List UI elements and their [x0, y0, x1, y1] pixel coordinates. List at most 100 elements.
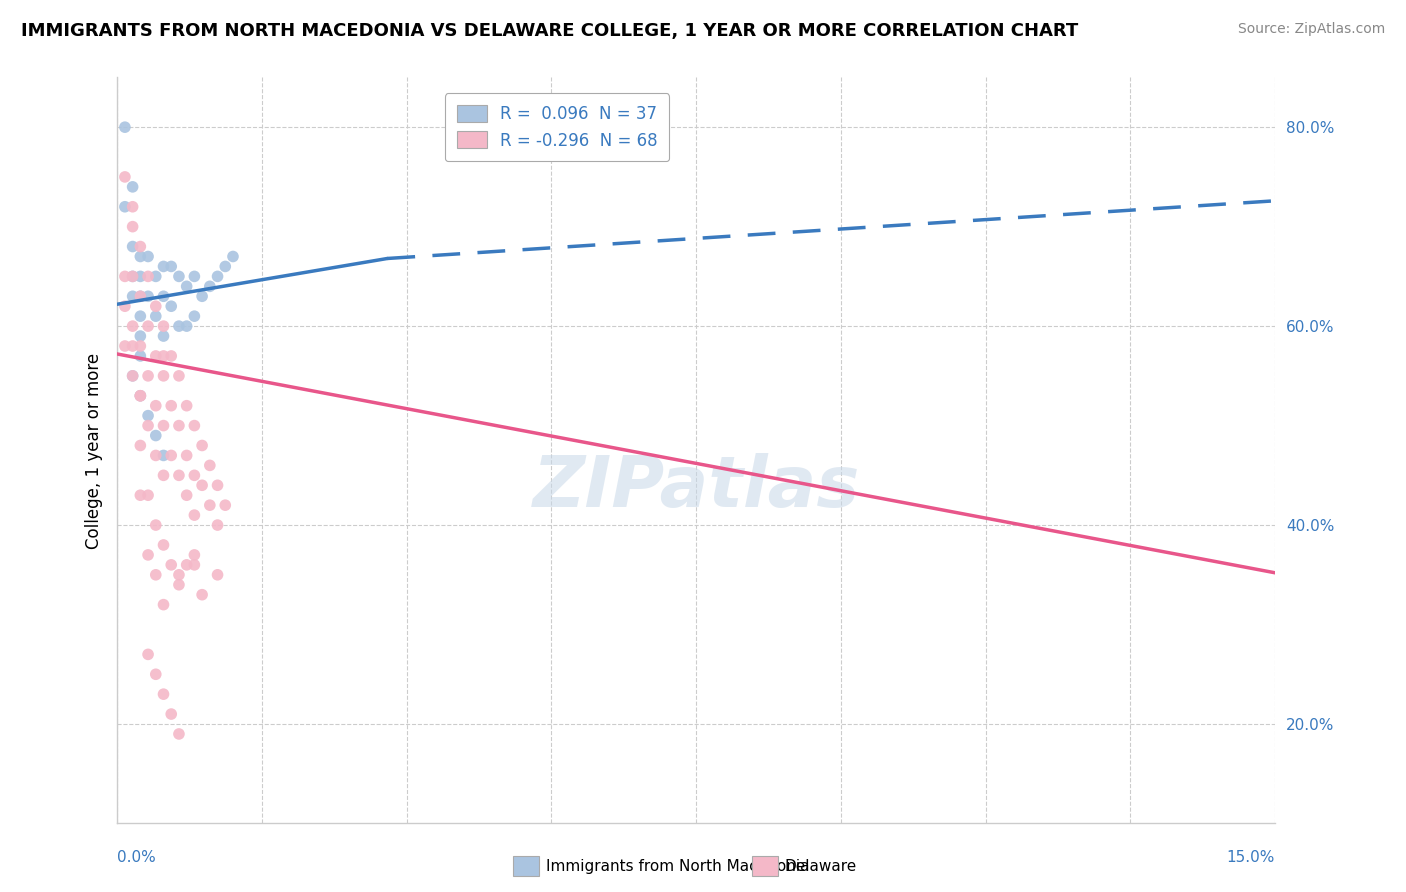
Point — [145, 428, 167, 442]
Point — [176, 488, 198, 502]
Point — [152, 598, 174, 612]
Point — [222, 250, 245, 264]
Point — [129, 488, 152, 502]
Point — [129, 289, 152, 303]
Point — [121, 239, 143, 253]
Point — [167, 468, 190, 483]
Point — [136, 269, 159, 284]
Point — [198, 279, 221, 293]
Point — [176, 319, 198, 334]
Point — [114, 169, 136, 184]
Point — [152, 329, 174, 343]
Point — [207, 518, 229, 533]
Point — [129, 269, 152, 284]
Point — [183, 508, 205, 522]
Point — [145, 567, 167, 582]
Point — [176, 279, 198, 293]
Text: Source: ZipAtlas.com: Source: ZipAtlas.com — [1237, 22, 1385, 37]
Point — [160, 399, 183, 413]
Point — [129, 339, 152, 353]
Point — [121, 319, 143, 334]
Point — [136, 418, 159, 433]
Point — [136, 319, 159, 334]
Point — [136, 250, 159, 264]
Point — [160, 558, 183, 572]
Point — [176, 558, 198, 572]
Point — [129, 239, 152, 253]
Point — [136, 409, 159, 423]
Point — [136, 648, 159, 662]
Point — [152, 368, 174, 383]
Text: Immigrants from North Macedonia: Immigrants from North Macedonia — [546, 859, 810, 874]
Point — [129, 389, 152, 403]
Point — [129, 438, 152, 452]
Point — [167, 269, 190, 284]
Point — [114, 269, 136, 284]
Point — [183, 418, 205, 433]
Point — [160, 299, 183, 313]
Point — [183, 468, 205, 483]
Point — [176, 399, 198, 413]
Point — [121, 339, 143, 353]
Point — [152, 418, 174, 433]
Point — [145, 299, 167, 313]
Point — [129, 329, 152, 343]
Point — [152, 687, 174, 701]
Point — [121, 269, 143, 284]
Text: Delaware: Delaware — [785, 859, 858, 874]
Point — [114, 120, 136, 135]
Legend: R =  0.096  N = 37, R = -0.296  N = 68: R = 0.096 N = 37, R = -0.296 N = 68 — [446, 94, 669, 161]
Point — [121, 269, 143, 284]
Point — [145, 518, 167, 533]
Point — [121, 289, 143, 303]
Point — [152, 349, 174, 363]
Point — [121, 368, 143, 383]
Point — [145, 667, 167, 681]
Point — [152, 260, 174, 274]
Point — [183, 269, 205, 284]
Point — [129, 250, 152, 264]
Point — [152, 538, 174, 552]
Point — [145, 309, 167, 323]
Point — [129, 289, 152, 303]
Point — [136, 488, 159, 502]
Point — [207, 269, 229, 284]
Point — [191, 438, 214, 452]
Point — [160, 260, 183, 274]
Point — [160, 707, 183, 722]
Point — [152, 319, 174, 334]
Point — [214, 260, 236, 274]
Point — [214, 498, 236, 512]
Point — [198, 498, 221, 512]
Point — [136, 368, 159, 383]
Point — [167, 567, 190, 582]
Point — [167, 578, 190, 592]
Point — [145, 449, 167, 463]
Point — [183, 558, 205, 572]
Point — [191, 478, 214, 492]
Point — [145, 349, 167, 363]
Point — [114, 200, 136, 214]
Point — [167, 727, 190, 741]
Point — [160, 449, 183, 463]
Point — [129, 349, 152, 363]
Point — [183, 548, 205, 562]
Point — [129, 389, 152, 403]
Point — [129, 309, 152, 323]
Point — [152, 289, 174, 303]
Point — [121, 200, 143, 214]
Point — [207, 478, 229, 492]
Point — [198, 458, 221, 473]
Text: 15.0%: 15.0% — [1227, 850, 1275, 865]
Point — [114, 339, 136, 353]
Point — [129, 389, 152, 403]
Point — [167, 319, 190, 334]
Point — [121, 219, 143, 234]
Point — [191, 289, 214, 303]
Text: IMMIGRANTS FROM NORTH MACEDONIA VS DELAWARE COLLEGE, 1 YEAR OR MORE CORRELATION : IMMIGRANTS FROM NORTH MACEDONIA VS DELAW… — [21, 22, 1078, 40]
Point — [160, 349, 183, 363]
Point — [145, 269, 167, 284]
Point — [136, 548, 159, 562]
Point — [152, 468, 174, 483]
Point — [176, 449, 198, 463]
